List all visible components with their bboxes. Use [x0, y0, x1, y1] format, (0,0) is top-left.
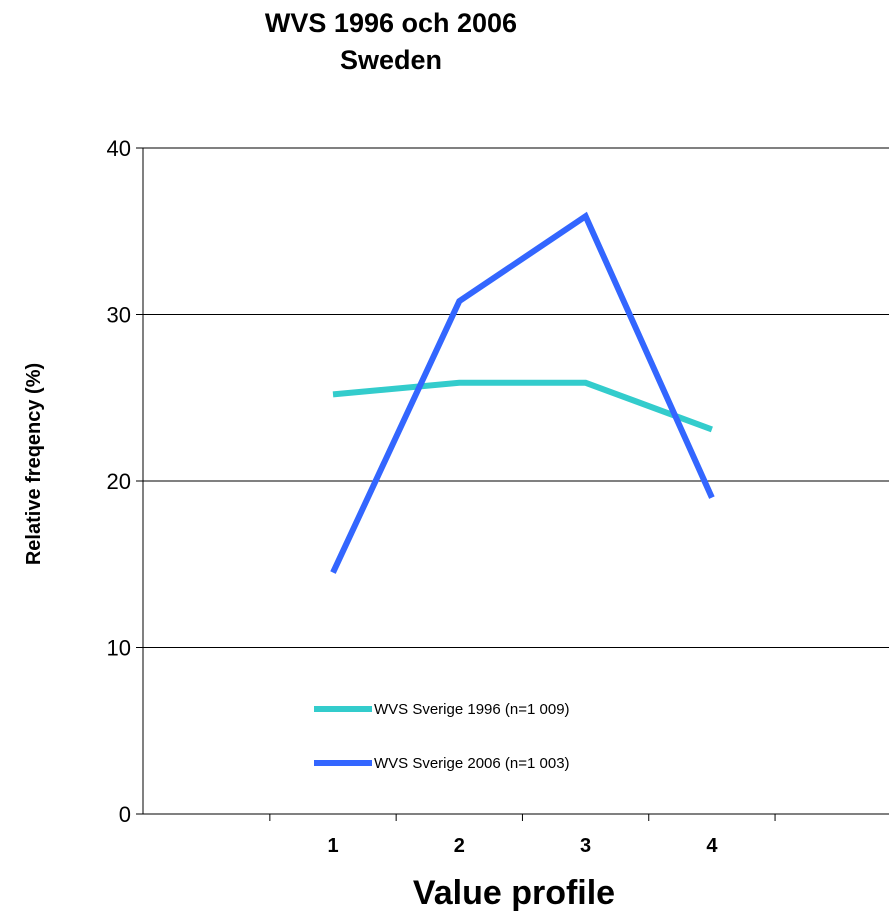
- x-axis-label: Value profile: [413, 874, 615, 912]
- legend-label: WVS Sverige 2006 (n=1 003): [374, 755, 570, 772]
- y-tick-labels: 0 10 20 30 40: [107, 136, 131, 827]
- y-tick-label: 0: [119, 802, 131, 827]
- y-tick-label: 10: [107, 636, 131, 661]
- series-line-1: [332, 379, 713, 433]
- legend-label: WVS Sverige 1996 (n=1 009): [374, 701, 570, 718]
- x-tick-label: 2: [454, 835, 465, 857]
- chart-title: WVS 1996 och 2006: [265, 8, 517, 38]
- x-tick-label: 3: [580, 835, 591, 857]
- x-tick-label: 4: [706, 835, 718, 857]
- axes: [136, 147, 889, 821]
- gridlines: [143, 147, 889, 648]
- series-lines: [330, 211, 715, 574]
- y-tick-label: 30: [107, 303, 131, 328]
- x-tick-label: 1: [327, 835, 338, 857]
- series-line-2: [330, 211, 715, 574]
- chart-subtitle: Sweden: [340, 45, 442, 75]
- legend: WVS Sverige 1996 (n=1 009) WVS Sverige 20…: [314, 701, 570, 772]
- x-tick-labels: 1 2 3 4: [327, 835, 718, 857]
- y-tick-label: 40: [107, 136, 131, 161]
- y-axis-label: Relative freqency (%): [23, 363, 45, 565]
- y-tick-label: 20: [107, 469, 131, 494]
